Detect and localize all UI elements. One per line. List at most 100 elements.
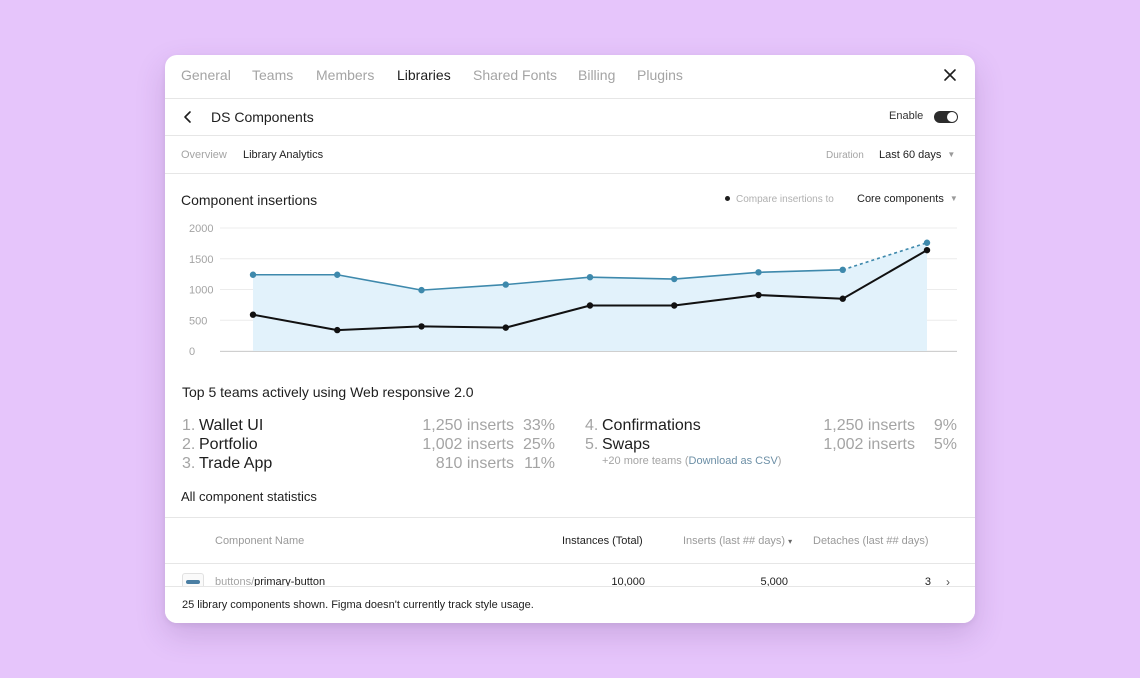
data-point (418, 323, 425, 330)
tab-libraries[interactable]: Libraries (397, 67, 451, 83)
data-point (755, 269, 762, 276)
component-inserts: 5,000 (760, 576, 788, 588)
tab-teams[interactable]: Teams (252, 67, 294, 83)
duration-value: Last 60 days (879, 149, 942, 161)
data-point (502, 281, 509, 288)
sort-desc-icon: ▾ (788, 537, 793, 546)
chevron-down-icon: ▼ (947, 150, 956, 159)
button-preview-icon (186, 580, 200, 584)
col-detaches[interactable]: Detaches (last ## days) (813, 535, 929, 547)
y-tick-label: 0 (189, 346, 195, 358)
library-title: DS Components (211, 109, 314, 125)
team-percent: 9% (933, 417, 957, 434)
team-percent: 5% (933, 436, 957, 453)
data-point (923, 239, 931, 246)
team-rank: 1. (182, 417, 196, 434)
insertions-title: Component insertions (181, 192, 318, 208)
footer-note: 25 library components shown. Figma doesn… (182, 599, 534, 611)
compare-label: Compare insertions to (725, 194, 834, 205)
col-inserts[interactable]: Inserts (last ## days) ▾ (683, 535, 792, 547)
team-rank: 4. (585, 417, 599, 434)
more-teams-close: ) (777, 455, 782, 467)
x-tick-label: Nov 2 (660, 364, 689, 365)
team-inserts: 1,002 inserts (823, 436, 915, 453)
data-point (502, 324, 509, 331)
data-point (249, 311, 257, 318)
chevron-down-icon: ▼ (949, 194, 958, 203)
team-name: Confirmations (602, 417, 701, 434)
component-detaches: 3 (924, 576, 931, 588)
series-dot-icon (725, 196, 730, 201)
component-name[interactable]: buttons/primary-button (215, 576, 325, 588)
team-inserts: 1,002 inserts (422, 436, 514, 453)
team-name: Trade App (199, 455, 273, 472)
col-instances[interactable]: Instances (Total) (562, 535, 643, 547)
team-percent: 33% (522, 417, 555, 434)
team-row: 1. Wallet UI 1,250 inserts 33% (182, 417, 555, 435)
data-point (249, 271, 257, 278)
data-point (334, 326, 341, 334)
more-teams: +20 more teams (Download as CSV) (602, 455, 781, 467)
team-percent: 25% (522, 436, 555, 453)
team-row: 3. Trade App 810 inserts 11% (182, 455, 555, 473)
chevron-right-icon[interactable]: › (946, 575, 950, 589)
stats-title: All component statistics (181, 489, 317, 504)
y-tick-label: 500 (189, 315, 207, 327)
team-row: 5. Swaps 1,002 inserts 5% (585, 436, 957, 454)
data-point (586, 274, 594, 281)
team-percent: 11% (524, 455, 555, 472)
y-tick-label: 2000 (189, 223, 213, 235)
tab-members[interactable]: Members (316, 67, 375, 83)
toggle-knob (947, 112, 957, 122)
x-tick-label: Nov 23 (910, 364, 945, 365)
data-point (586, 302, 594, 309)
team-name: Swaps (602, 436, 651, 453)
x-tick-label: Sept 28 (318, 364, 356, 365)
data-point (923, 246, 931, 254)
duration-label: Duration (826, 150, 864, 161)
header-divider (165, 563, 975, 564)
data-point (755, 291, 762, 299)
close-icon[interactable] (941, 66, 959, 84)
data-point (418, 286, 425, 294)
tab-shared-fonts[interactable]: Shared Fonts (473, 67, 558, 83)
team-inserts: 1,250 inserts (422, 417, 514, 434)
stats-footer: 25 library components shown. Figma doesn… (165, 586, 975, 623)
enable-label: Enable (889, 110, 924, 122)
tab-plugins[interactable]: Plugins (637, 67, 683, 83)
team-rank: 2. (182, 436, 196, 453)
library-header: DS Components Enable (165, 99, 975, 136)
component-instances: 10,000 (611, 576, 645, 588)
subtab-library-analytics[interactable]: Library Analytics (243, 149, 324, 161)
tab-billing[interactable]: Billing (578, 67, 616, 83)
download-csv-link[interactable]: Download as CSV (688, 455, 778, 467)
back-arrow-icon[interactable] (181, 108, 195, 126)
component-name-text: primary-button (254, 576, 326, 588)
team-inserts: 1,250 inserts (823, 417, 915, 434)
team-name: Wallet UI (199, 417, 264, 434)
more-teams-text: +20 more teams ( (602, 455, 689, 467)
subtab-overview[interactable]: Overview (181, 149, 227, 161)
compare-dropdown[interactable]: Core components ▼ (857, 193, 958, 205)
library-subnav: Overview Library Analytics Duration Last… (165, 136, 975, 174)
duration-dropdown[interactable]: Last 60 days ▼ (879, 149, 955, 161)
col-component-name[interactable]: Component Name (215, 535, 305, 547)
x-tick-label: Nov 16 (825, 364, 860, 365)
top-teams-title: Top 5 teams actively using Web responsiv… (182, 384, 474, 400)
team-rank: 5. (585, 436, 599, 453)
data-point (334, 271, 341, 278)
x-tick-label: Oct 26 (574, 364, 606, 365)
series-line-0-projection (842, 241, 928, 271)
library-settings-modal: General Teams Members Libraries Shared F… (165, 55, 975, 623)
compare-label-text: Compare insertions to (736, 194, 834, 205)
compare-value: Core components (857, 193, 944, 205)
enable-toggle[interactable] (934, 111, 958, 123)
settings-tabs: General Teams Members Libraries Shared F… (165, 55, 975, 99)
tab-general[interactable]: General (181, 67, 231, 83)
col-inserts-label: Inserts (last ## days) (683, 535, 786, 547)
series-line-0 (253, 269, 843, 291)
team-rank: 3. (182, 455, 196, 472)
x-tick-label: Sept 21 (234, 364, 272, 365)
y-tick-label: 1000 (189, 285, 213, 297)
y-tick-label: 1500 (189, 254, 213, 266)
